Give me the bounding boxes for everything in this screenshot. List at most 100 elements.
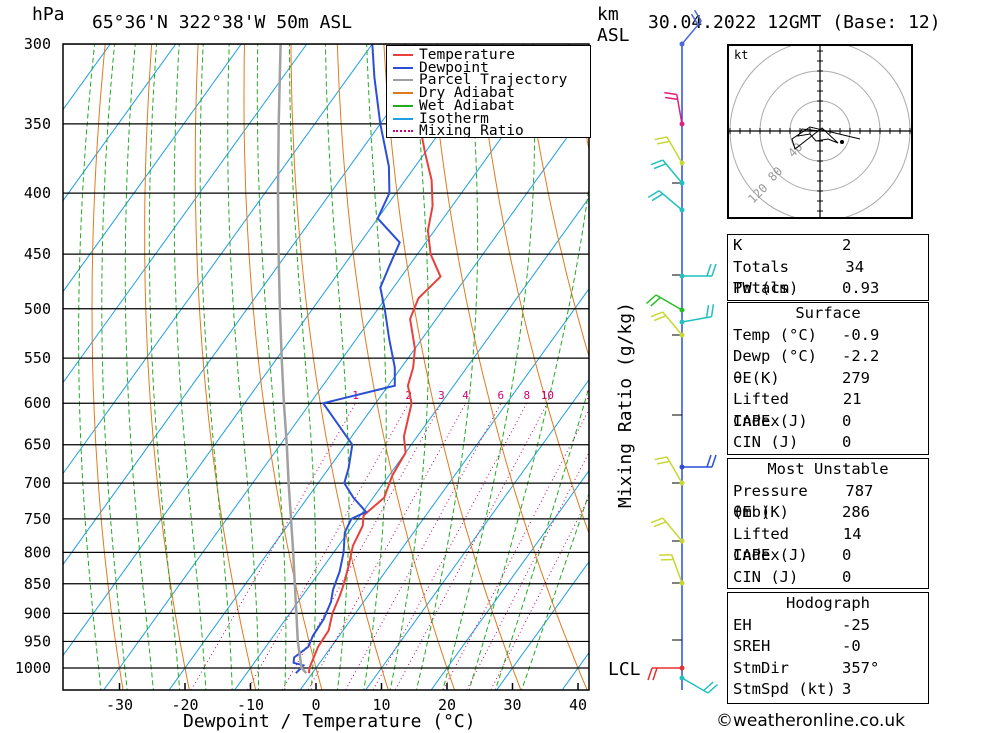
height-unit-label: km — [597, 4, 619, 25]
legend-label: Dry Adiabat — [419, 85, 516, 102]
legend-label: Isotherm — [419, 110, 489, 127]
temperature-tick-label: 40 — [569, 696, 587, 714]
panel-title: Surface — [795, 304, 861, 322]
hodograph-trace — [791, 126, 861, 150]
pressure-tick-label: 950 — [24, 632, 51, 650]
wind-barb — [650, 517, 685, 544]
temperature-tick-label: -20 — [171, 696, 198, 714]
index-label: CAPE (J) — [733, 546, 808, 564]
index-row: StmDir 357° — [728, 658, 928, 680]
isotherm-line — [365, 378, 589, 690]
legend-label: Temperature — [419, 47, 516, 63]
legend-swatch — [393, 66, 413, 69]
index-row: PW (cm) 0.93 — [728, 278, 928, 300]
index-value: 787 — [845, 481, 874, 500]
legend-label: Mixing Ratio — [419, 123, 524, 140]
pressure-unit-label: hPa — [32, 4, 65, 25]
isotherm-line — [63, 44, 373, 475]
mixing-ratio-line — [190, 402, 357, 690]
dry-adiabat-line — [91, 44, 124, 690]
wind-barb — [664, 91, 685, 127]
index-value: 21 — [842, 390, 862, 408]
index-label: CIN (J) — [733, 567, 799, 586]
dry-adiabat-line — [522, 44, 589, 359]
legend: Temperature Dewpoint Parcel Trajectory Dry … — [386, 45, 591, 138]
temperature-tick-label: 20 — [438, 696, 456, 714]
mixing-ratio-label: 6 — [498, 389, 505, 402]
wind-barb — [659, 554, 685, 586]
index-value: 0 — [842, 411, 852, 430]
copyright-text: ©weatheronline.co.uk — [716, 711, 906, 731]
x-axis-label: Dewpoint / Temperature (°C) — [183, 711, 476, 732]
dry-adiabat-line — [954, 0, 1000, 693]
storm-motion-marker — [840, 140, 844, 144]
mixing-ratio-label: 4 — [462, 389, 469, 402]
legend-item: Isotherm — [393, 110, 489, 127]
wet-adiabat-line — [124, 44, 154, 690]
isotherm-line — [168, 106, 589, 690]
wind-barb — [679, 675, 718, 694]
index-label: Pressure (mb) — [733, 481, 808, 522]
height-ref-label: ASL — [597, 25, 630, 46]
wet-adiabat-line — [521, 491, 589, 690]
plot-frame — [62, 43, 590, 691]
hodograph: kt 40 80 120 — [727, 40, 913, 222]
panel-title: Hodograph — [786, 594, 870, 612]
temperature-tick-label: -10 — [237, 696, 264, 714]
wind-barb — [650, 311, 685, 338]
pressure-tick-label: 350 — [24, 115, 51, 133]
legend-item: Temperature — [393, 47, 516, 63]
indices-general-panel: K 2 Totals Totals 34 PW (cm) 0.93 — [727, 234, 929, 301]
isotherm-line — [430, 469, 589, 690]
index-value: 0 — [842, 546, 852, 564]
mixing-ratio-label: 8 — [523, 389, 530, 402]
index-row: SREH -0 — [728, 636, 928, 658]
legend-swatch — [393, 104, 413, 107]
mixing-ratio-label: 2 — [405, 389, 412, 402]
legend-swatch — [393, 54, 413, 56]
legend-item: Wet Adiabat — [393, 99, 515, 113]
index-row: CIN (J) 0 — [728, 432, 928, 454]
location-title: 65°36'N 322°38'W 50m ASL — [92, 12, 352, 33]
index-value: -0.9 — [842, 325, 880, 344]
pressure-tick-label: 400 — [24, 184, 51, 202]
mixing-ratio-label: 16 — [586, 389, 599, 402]
wind-barb — [679, 9, 702, 47]
index-row: Pressure (mb) 787 — [728, 481, 928, 522]
pressure-tick-label: 850 — [24, 575, 51, 593]
legend-item: Parcel Trajectory — [393, 72, 568, 89]
dewpoint-line — [292, 44, 401, 674]
isotherm-line — [234, 197, 589, 690]
wind-barb — [679, 454, 717, 470]
wind-barb — [679, 263, 717, 279]
hodograph-indices-panel: Hodograph EH -25 SREH -0 StmDir 357° StmSpd (kt… — [727, 592, 929, 704]
index-value: 3 — [842, 680, 852, 698]
index-row: θE(K) 279 — [728, 368, 928, 390]
temperature-line — [308, 44, 442, 674]
index-label: EH — [733, 615, 752, 634]
isotherm-line — [63, 44, 111, 111]
pressure-tick-label: 700 — [24, 474, 51, 492]
pressure-tick-label: 750 — [24, 510, 51, 528]
temperature-tick-label: 30 — [503, 696, 521, 714]
wind-barb — [654, 136, 685, 166]
index-row: Lifted Index 14 — [728, 524, 928, 565]
index-label: Dewp (°C) — [733, 347, 817, 365]
legend-swatch — [393, 92, 413, 95]
pressure-tick-label: 1000 — [15, 659, 51, 677]
mixing-ratio-label: 10 — [541, 389, 554, 402]
index-row: Dewp (°C) -2.2 — [728, 346, 928, 368]
wet-adiabat-line — [173, 44, 207, 690]
index-row: Lifted Index 21 — [728, 389, 928, 430]
index-row: Temp (°C) -0.9 — [728, 325, 928, 347]
index-value: 34 — [845, 257, 865, 276]
legend-swatch — [393, 117, 413, 120]
index-row: Totals Totals 34 — [728, 257, 928, 298]
legend-label: Parcel Trajectory — [419, 72, 568, 89]
index-value: -2.2 — [842, 347, 880, 365]
index-label: Totals Totals — [733, 257, 789, 298]
wet-adiabat-line — [227, 44, 259, 690]
index-value: 2 — [842, 236, 852, 254]
legend-swatch — [393, 130, 413, 133]
